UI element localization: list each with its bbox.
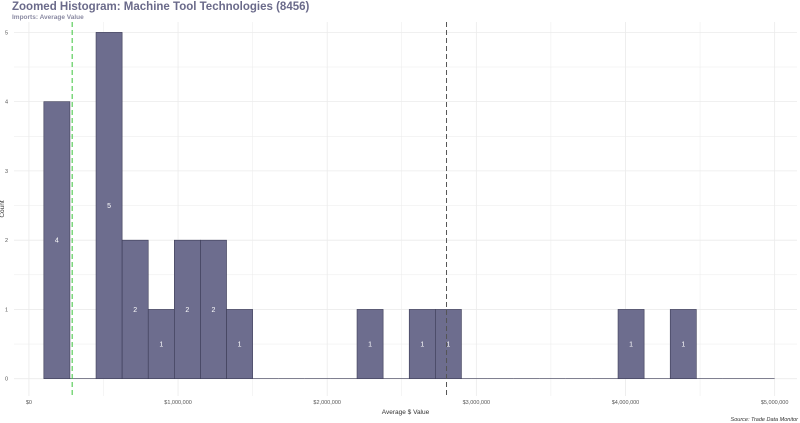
chart-caption: Source: Trade Data Monitor <box>730 417 798 423</box>
x-tick-label: $3,000,000 <box>463 400 491 406</box>
x-tick-label: $0 <box>26 400 32 406</box>
histogram-bar <box>226 309 253 379</box>
bar-count-label: 2 <box>185 307 189 314</box>
bar-count-label: 2 <box>133 307 137 314</box>
bar-count-label: 4 <box>55 238 59 245</box>
y-tick-label: 4 <box>5 100 8 106</box>
histogram-bar <box>43 101 71 379</box>
histogram-bar <box>121 239 149 379</box>
histogram-bar <box>435 309 462 379</box>
histogram-bar <box>95 32 123 379</box>
bar-count-label: 1 <box>420 342 424 349</box>
x-tick-label: $5,000,000 <box>761 400 789 406</box>
bar-count-label: 5 <box>107 203 111 210</box>
histogram-bar <box>200 239 227 379</box>
y-tick-label: 2 <box>5 238 8 244</box>
y-tick-label: 0 <box>5 377 8 383</box>
x-tick-label: $1,000,000 <box>164 400 192 406</box>
histogram-bar <box>147 309 175 379</box>
y-tick-label: 3 <box>5 169 8 175</box>
y-tick-label: 1 <box>5 307 8 313</box>
histogram-bar <box>617 309 645 379</box>
chart-subtitle: Imports: Average Value <box>12 14 84 21</box>
histogram-bar <box>356 309 384 379</box>
bar-count-label: 1 <box>368 342 372 349</box>
bar-count-label: 1 <box>159 342 163 349</box>
bar-count-label: 1 <box>629 342 633 349</box>
x-axis-title: Average $ Value <box>382 409 430 416</box>
histogram-bar <box>669 309 697 379</box>
x-tick-label: $2,000,000 <box>313 400 341 406</box>
y-axis-title: Count <box>0 200 6 218</box>
bar-count-label: 1 <box>446 342 450 349</box>
chart-title: Zoomed Histogram: Machine Tool Technolog… <box>12 1 310 13</box>
bar-count-label: 1 <box>681 342 685 349</box>
bar-count-label: 1 <box>238 342 242 349</box>
bar-count-label: 2 <box>212 307 216 314</box>
y-tick-label: 5 <box>5 30 8 36</box>
x-tick-label: $4,000,000 <box>612 400 640 406</box>
